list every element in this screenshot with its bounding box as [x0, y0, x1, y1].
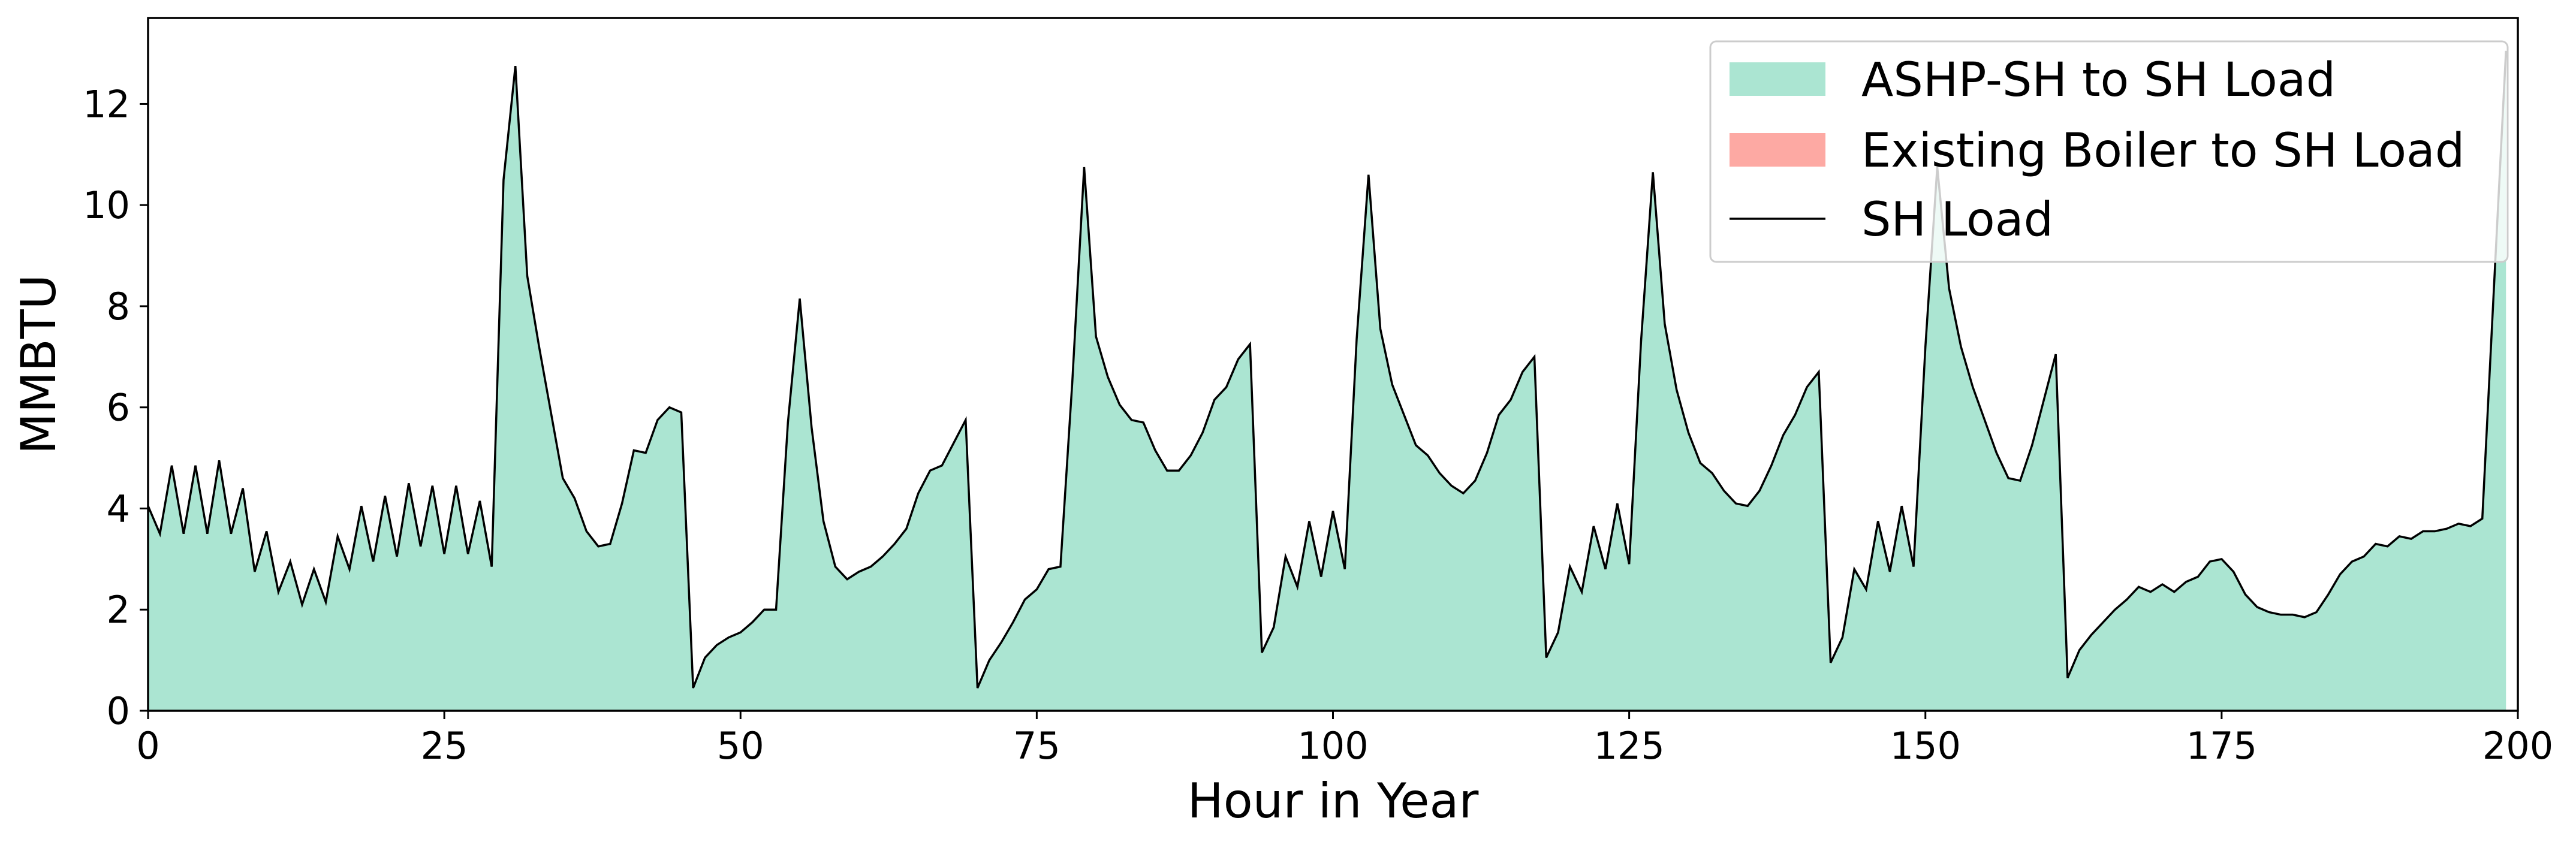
y-tick-label: 4 — [107, 487, 130, 530]
x-tick-label: 200 — [2482, 724, 2553, 768]
legend-label-sh-load: SH Load — [1861, 193, 2053, 247]
plot-area — [147, 50, 2507, 711]
legend-label-ashp: ASHP-SH to SH Load — [1861, 53, 2336, 107]
y-tick-label: 6 — [107, 386, 130, 430]
x-axis: 0 25 50 75 100 125 150 175 200 — [136, 711, 2553, 768]
x-tick-label: 150 — [1890, 724, 1961, 768]
x-tick-label: 100 — [1297, 724, 1368, 768]
x-axis-label: Hour in Year — [1188, 773, 1479, 829]
legend-swatch-ashp — [1730, 62, 1825, 96]
x-tick-label: 175 — [2186, 724, 2257, 768]
x-tick-label: 0 — [136, 724, 159, 768]
legend: ASHP-SH to SH Load Existing Boiler to SH… — [1709, 40, 2509, 263]
legend-frame — [1709, 40, 2509, 263]
y-axis-label: MMBTU — [11, 274, 67, 454]
y-axis: 0 2 4 6 8 10 12 — [83, 82, 148, 733]
y-tick-label: 12 — [83, 82, 130, 126]
y-tick-label: 2 — [107, 588, 130, 632]
x-tick-label: 50 — [717, 724, 764, 768]
legend-swatch-boiler — [1730, 133, 1825, 167]
ashp-area — [148, 50, 2506, 711]
y-tick-label: 10 — [83, 183, 130, 227]
x-tick-label: 75 — [1013, 724, 1060, 768]
y-tick-label: 8 — [107, 285, 130, 328]
y-tick-label: 0 — [107, 689, 130, 733]
sh-load-line — [147, 50, 2507, 689]
legend-label-boiler: Existing Boiler to SH Load — [1861, 124, 2464, 178]
x-tick-label: 125 — [1593, 724, 1664, 768]
x-tick-label: 25 — [421, 724, 468, 768]
